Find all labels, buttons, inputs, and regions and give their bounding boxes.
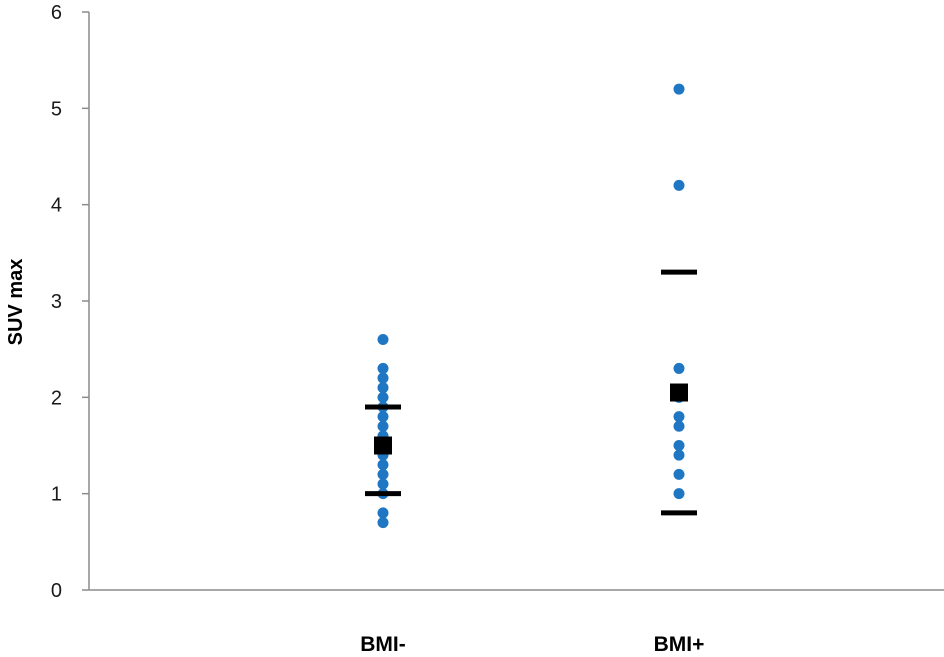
- data-point: [377, 334, 389, 346]
- y-tick-label: 2: [51, 387, 62, 409]
- category-label: BMI-: [360, 633, 406, 656]
- chart-marks: [365, 83, 697, 529]
- y-tick-label: 5: [51, 98, 62, 120]
- y-tick-label: 6: [51, 2, 62, 24]
- data-point: [377, 362, 389, 374]
- data-point: [673, 440, 685, 451]
- mean-marker: [374, 436, 392, 455]
- data-point: [377, 478, 389, 490]
- y-tick-label: 4: [51, 195, 62, 217]
- y-tick-label: 0: [51, 580, 62, 602]
- data-point: [377, 459, 389, 471]
- data-point: [377, 420, 389, 432]
- data-point: [377, 382, 389, 394]
- axes: [88, 12, 944, 591]
- data-point: [377, 517, 389, 529]
- data-point: [673, 420, 685, 432]
- y-ticks: 0 1 2 3 4 5 6: [51, 2, 89, 602]
- data-point: [673, 411, 685, 423]
- data-point: [377, 468, 389, 480]
- data-point: [673, 179, 685, 191]
- data-point: [673, 83, 685, 95]
- y-tick-label: 1: [51, 484, 62, 506]
- data-point: [673, 468, 685, 480]
- data-point: [377, 411, 389, 423]
- data-point: [673, 488, 685, 500]
- data-point: [673, 362, 685, 374]
- category-label: BMI+: [654, 633, 705, 656]
- data-point: [673, 449, 685, 461]
- y-tick-label: 3: [51, 291, 62, 313]
- data-point: [377, 507, 389, 519]
- data-point: [377, 391, 389, 403]
- category-labels: BMI- BMI+: [360, 633, 704, 656]
- mean-marker: [670, 383, 688, 402]
- y-axis-title: SUV max: [5, 259, 27, 346]
- data-point: [377, 372, 389, 384]
